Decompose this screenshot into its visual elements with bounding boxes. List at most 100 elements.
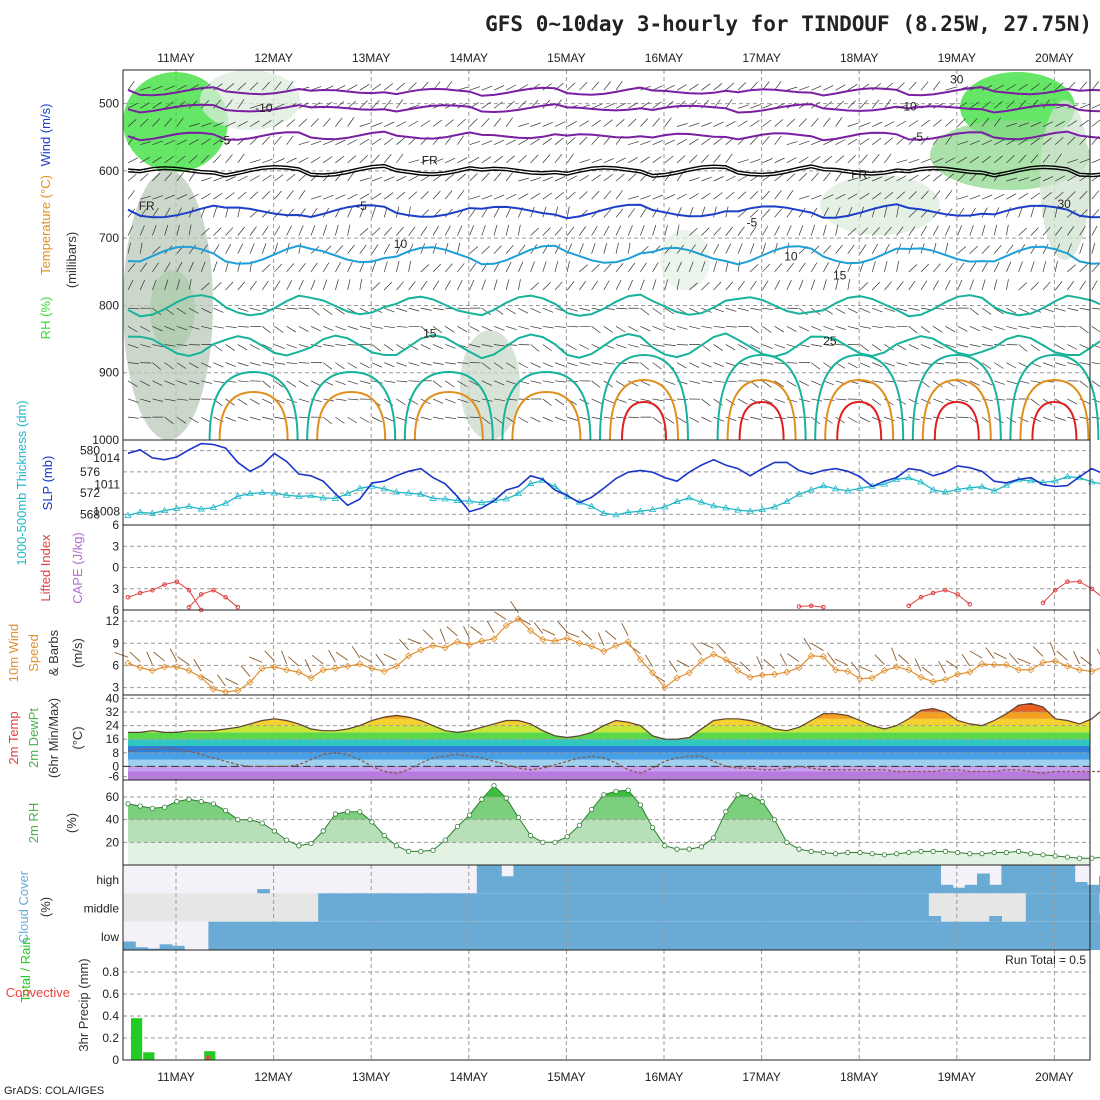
wind-barb	[749, 209, 759, 218]
wind-barb	[847, 362, 858, 369]
wind-barb	[152, 85, 163, 91]
wind-barb	[786, 189, 794, 200]
cloud-cell	[659, 921, 673, 950]
wind-barb	[628, 326, 639, 332]
wind-barb	[884, 243, 890, 254]
wind-barb	[445, 398, 456, 404]
wind-barb	[542, 344, 552, 352]
wind-barb	[664, 172, 672, 182]
wind-barb	[957, 195, 969, 200]
wind-speed-point	[136, 664, 144, 672]
wind-barb	[1042, 261, 1047, 272]
wind-barb	[676, 155, 686, 164]
contour-label: 10	[784, 250, 798, 264]
wind-barb	[310, 344, 322, 348]
wind-barb	[286, 380, 296, 388]
thickness-point	[343, 489, 352, 497]
wind-barb	[347, 261, 353, 272]
wind-barb	[737, 209, 747, 218]
wind-barb	[481, 140, 493, 145]
wind-speed-point	[783, 668, 791, 676]
top-date-label: 18MAY	[840, 51, 878, 65]
lifted-index-point	[808, 603, 814, 609]
wind-barb	[359, 655, 373, 663]
wind-barb	[737, 243, 743, 254]
thickness-point	[685, 494, 693, 501]
rh-point	[625, 787, 631, 793]
cloud-cell	[537, 865, 551, 894]
wind-barb	[676, 362, 687, 369]
wind-barb	[603, 280, 610, 291]
convective-label: Convective	[6, 985, 70, 1000]
precip-bar	[131, 1018, 143, 1060]
wind-barb	[859, 176, 871, 182]
wind-barb	[1042, 243, 1049, 254]
cloud-cell	[635, 921, 649, 950]
wind-barb	[1030, 416, 1041, 422]
wind-barb	[1030, 192, 1040, 200]
wind-barb	[139, 242, 143, 254]
wind-barb	[896, 398, 907, 405]
wind-barb	[884, 281, 892, 291]
thickness-point	[246, 489, 254, 497]
cloud-cell	[745, 921, 758, 950]
wind-barb	[898, 654, 910, 665]
wind-barb	[323, 140, 334, 145]
wind-speed-point	[710, 650, 718, 658]
wind-barb	[310, 140, 322, 146]
wind-barb	[713, 380, 725, 383]
wind-barb	[530, 344, 540, 352]
wind-barb	[481, 307, 491, 316]
wind-barb	[493, 362, 504, 370]
wind-barb	[762, 398, 773, 404]
thickness-point	[917, 478, 925, 485]
wind-barb	[762, 307, 774, 311]
wind-axis-label: Speed	[26, 634, 41, 672]
cloud-cell	[1001, 921, 1015, 950]
panel-border	[122, 439, 1091, 526]
wind-barb	[264, 650, 275, 662]
wind-barb	[310, 225, 316, 236]
boundary-isotherm	[716, 353, 807, 441]
boundary-isotherm	[208, 370, 299, 441]
rh-point	[283, 837, 290, 843]
wind-barb	[762, 225, 769, 236]
slp-tick-label: 1008	[93, 505, 120, 519]
wind-barb	[981, 279, 986, 291]
slp-tick-label: 1014	[93, 451, 120, 465]
thickness-point	[697, 498, 706, 505]
wind-barb	[652, 117, 660, 127]
wind-barb	[981, 117, 990, 127]
wind-barb	[871, 137, 882, 145]
bottom-date-label: 16MAY	[645, 1070, 683, 1084]
wind-barb	[627, 173, 637, 182]
cloud-cell	[513, 893, 527, 922]
wind-barb	[689, 138, 699, 145]
wind-barb	[396, 121, 407, 127]
bottom-date-label: 12MAY	[254, 1070, 292, 1084]
boundary-isotherm	[911, 353, 1002, 441]
wind-barb	[737, 175, 748, 182]
wind-barb	[1067, 264, 1076, 273]
rh-point	[1052, 853, 1058, 859]
wind-barb	[1055, 325, 1067, 328]
wind-barb	[1018, 206, 1023, 218]
wind-barb	[469, 173, 478, 182]
wind-barb	[225, 154, 233, 164]
wind-barb	[298, 362, 310, 364]
wind-barb	[359, 279, 363, 291]
wind-barb	[493, 85, 505, 91]
contour-label: 30	[950, 73, 964, 87]
isotherm-line	[127, 244, 1100, 266]
wind-barb	[518, 617, 531, 626]
cloud-cell	[684, 865, 697, 894]
wind-barb	[127, 307, 140, 310]
rh-point	[710, 835, 717, 841]
wind-barb	[261, 264, 271, 273]
wind-barb	[1055, 175, 1066, 182]
wind-barb	[371, 344, 381, 352]
wind-barb	[969, 101, 980, 109]
wind-barb	[676, 416, 687, 424]
wind-barb	[823, 344, 835, 347]
wind-barb	[725, 99, 733, 109]
